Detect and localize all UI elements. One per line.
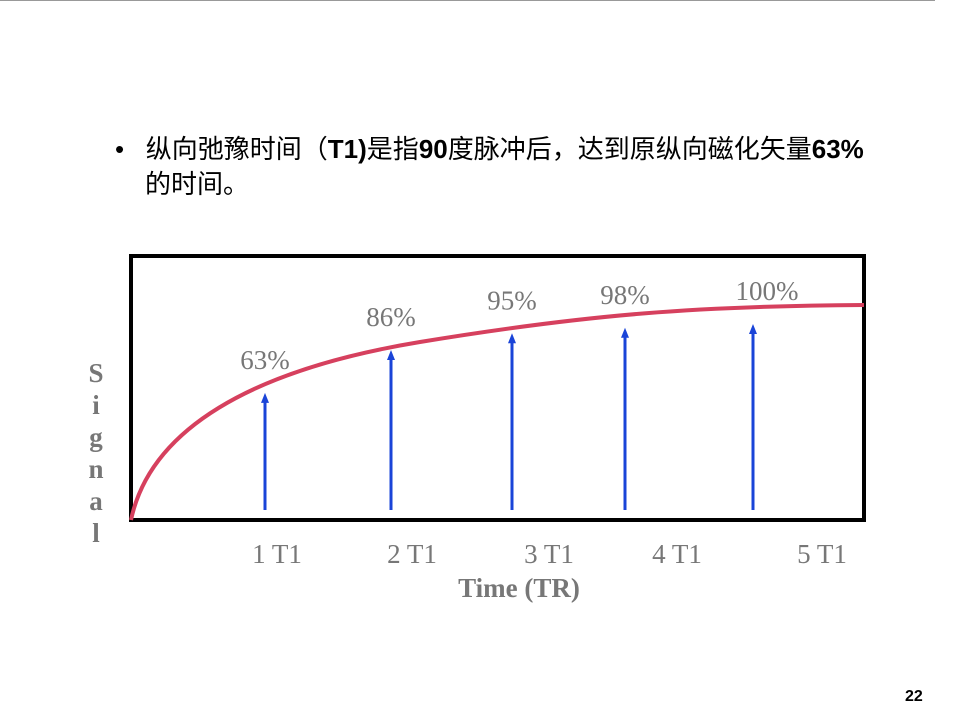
value-label: 95%: [487, 286, 537, 316]
x-axis-label: Time (TR): [458, 573, 580, 603]
value-label: 63%: [240, 345, 290, 375]
arrow-head: [749, 324, 757, 334]
value-label: 100%: [736, 276, 799, 306]
value-label: 86%: [366, 302, 416, 332]
value-label: 98%: [600, 280, 650, 310]
top-rule: [0, 0, 935, 1]
text-run: 是指: [366, 134, 419, 164]
arrow: [621, 327, 629, 510]
arrow: [387, 350, 395, 510]
x-tick-label: 4 T1: [652, 539, 702, 569]
x-tick-label: 5 T1: [797, 539, 847, 569]
text-run: T1): [327, 134, 367, 164]
x-tick-label: 3 T1: [524, 539, 574, 569]
arrow-head: [621, 327, 629, 338]
x-tick-label: 1 T1: [252, 539, 302, 569]
arrow: [749, 324, 757, 510]
arrow: [508, 333, 516, 510]
text-run: 63%: [811, 134, 864, 164]
arrow-head: [261, 392, 269, 403]
text-run: 纵向弛豫时间（: [145, 134, 328, 164]
text-run: 度脉冲后，达到原纵向磁化矢量: [447, 134, 812, 164]
arrow-head: [387, 350, 395, 361]
y-axis-label: Signal: [81, 358, 111, 550]
bullet-text: • 纵向弛豫时间（T1)是指90度脉冲后，达到原纵向磁化矢量63%的时间。: [115, 134, 864, 199]
x-tick-label: 2 T1: [387, 539, 437, 569]
text-run: 90: [418, 134, 448, 164]
text-run: 的时间。: [145, 169, 250, 199]
page-number: 22: [905, 688, 923, 705]
arrow: [261, 392, 269, 510]
plot-frame: [129, 254, 866, 522]
arrow-head: [508, 333, 516, 344]
recovery-curve: [129, 303, 865, 521]
